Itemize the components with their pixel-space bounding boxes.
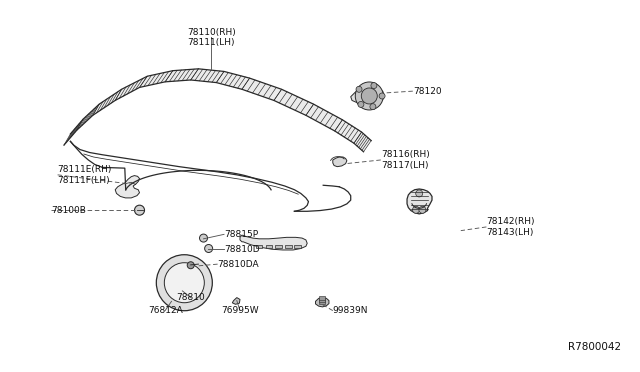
Bar bbox=[256, 245, 262, 248]
Circle shape bbox=[356, 86, 362, 92]
Text: 76812A: 76812A bbox=[148, 306, 182, 315]
Circle shape bbox=[419, 206, 426, 213]
Polygon shape bbox=[316, 298, 329, 307]
Text: 78810D: 78810D bbox=[224, 245, 260, 254]
Text: 78810DA: 78810DA bbox=[218, 260, 259, 269]
Polygon shape bbox=[333, 157, 347, 167]
Text: 78142(RH)
78143(LH): 78142(RH) 78143(LH) bbox=[486, 217, 535, 237]
Polygon shape bbox=[240, 235, 307, 250]
Circle shape bbox=[200, 234, 207, 242]
Circle shape bbox=[379, 93, 385, 99]
Circle shape bbox=[355, 82, 383, 110]
Circle shape bbox=[413, 206, 419, 213]
Circle shape bbox=[156, 255, 212, 311]
Bar bbox=[319, 298, 324, 302]
Circle shape bbox=[371, 83, 377, 89]
Polygon shape bbox=[232, 298, 240, 304]
Text: 78116(RH)
78117(LH): 78116(RH) 78117(LH) bbox=[381, 150, 429, 170]
Text: 78111E(RH)
78111F(LH): 78111E(RH) 78111F(LH) bbox=[58, 165, 112, 185]
Circle shape bbox=[416, 190, 422, 197]
Polygon shape bbox=[115, 176, 140, 198]
Polygon shape bbox=[407, 189, 432, 214]
Circle shape bbox=[361, 88, 378, 104]
Bar bbox=[294, 245, 301, 248]
Circle shape bbox=[370, 104, 376, 110]
Text: 78100B: 78100B bbox=[51, 206, 86, 215]
Circle shape bbox=[205, 244, 212, 253]
Text: 78810: 78810 bbox=[177, 293, 205, 302]
Circle shape bbox=[164, 263, 204, 303]
Bar bbox=[319, 296, 324, 300]
Text: 78110(RH)
78111(LH): 78110(RH) 78111(LH) bbox=[187, 28, 236, 47]
Circle shape bbox=[188, 262, 194, 269]
Circle shape bbox=[134, 205, 145, 215]
Bar bbox=[275, 245, 282, 248]
Text: 78815P: 78815P bbox=[224, 230, 258, 239]
Bar bbox=[285, 245, 292, 248]
Text: R7800042: R7800042 bbox=[568, 341, 621, 352]
Text: 99839N: 99839N bbox=[333, 306, 368, 315]
Text: 76995W: 76995W bbox=[221, 306, 259, 315]
Text: 78120: 78120 bbox=[413, 87, 442, 96]
Polygon shape bbox=[64, 69, 371, 152]
Polygon shape bbox=[351, 87, 384, 104]
Bar bbox=[319, 300, 324, 304]
Bar bbox=[266, 245, 272, 248]
Circle shape bbox=[358, 102, 364, 108]
